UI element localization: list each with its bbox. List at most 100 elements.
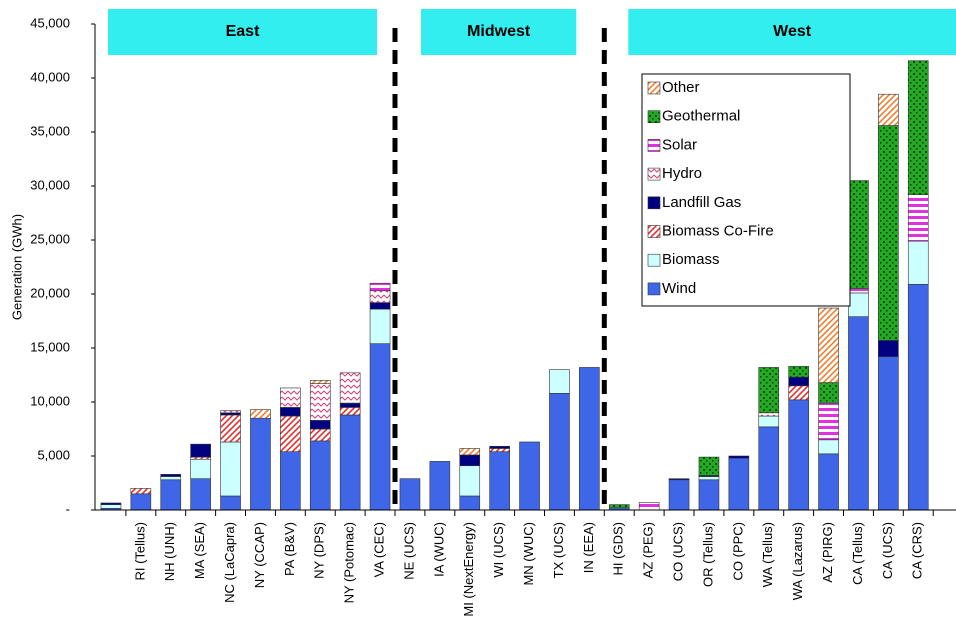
bar-segment <box>459 454 481 467</box>
bar-segment <box>728 455 750 459</box>
x-tick-label: CA (Tellus) <box>850 522 865 585</box>
x-tick-label: NY (CCAP) <box>252 522 267 588</box>
x-tick-label: CA (UCS) <box>880 522 895 579</box>
x-tick-label: CO (PPC) <box>730 522 745 581</box>
bar-segment <box>549 369 570 394</box>
region-label: East <box>226 23 260 40</box>
bar-segment <box>489 448 510 452</box>
bar-segment <box>190 478 211 511</box>
legend-swatch <box>647 81 661 95</box>
x-tick-label: NY (DPS) <box>312 522 327 579</box>
x-tick-label: IA (WUC) <box>431 522 446 577</box>
bar-segment <box>489 451 510 511</box>
bar-segment <box>608 504 630 509</box>
x-tick-label: CO (UCS) <box>670 522 685 581</box>
bar-segment <box>788 366 809 378</box>
bar-segment <box>878 125 899 341</box>
bar-segment <box>758 367 780 414</box>
bar-segment <box>339 407 361 416</box>
y-tick-label: 20,000 <box>30 285 70 300</box>
x-tick-label: IN (EEA) <box>581 522 596 573</box>
bar-segment <box>489 445 510 449</box>
bar-segment <box>907 283 929 511</box>
legend-swatch <box>647 253 661 267</box>
bar-segment <box>309 383 331 421</box>
x-tick-label: RI (Tellus) <box>132 522 147 581</box>
bar-segment <box>878 356 899 511</box>
x-tick-label: HI (GDS) <box>611 522 626 575</box>
bar-segment <box>339 414 361 511</box>
bar-segment <box>399 478 421 511</box>
bar-segment <box>339 372 361 404</box>
legend-label: Geothermal <box>662 108 740 125</box>
bar-segment <box>309 380 331 384</box>
bar-segment <box>220 495 241 511</box>
bar-segment <box>369 308 391 344</box>
bar-segment <box>549 393 570 511</box>
region-label: West <box>773 23 812 40</box>
x-tick-label: NE (UCS) <box>401 522 416 580</box>
bar-segment <box>758 426 780 511</box>
legend-swatch <box>647 196 661 210</box>
bar-segment <box>519 441 540 511</box>
bar-segment <box>848 180 869 289</box>
bar-segment <box>788 385 809 401</box>
bar-segment <box>369 343 391 511</box>
bar-segment <box>848 292 869 317</box>
bar-segment <box>100 502 122 505</box>
legend-swatch <box>647 167 661 181</box>
bar-segment <box>190 456 211 460</box>
legend-label: Solar <box>662 136 697 153</box>
bar-segment <box>190 458 211 479</box>
bar-segment <box>698 456 720 476</box>
bar-segment <box>280 415 301 452</box>
region-header <box>421 9 577 55</box>
bar-segment <box>130 488 152 495</box>
bar-segment <box>309 428 331 442</box>
legend-label: Other <box>662 79 700 96</box>
y-tick-label: 25,000 <box>30 231 70 246</box>
legend-swatch <box>647 110 661 123</box>
bar-segment <box>848 288 869 294</box>
region-header <box>108 9 377 55</box>
bar-segment <box>429 461 451 511</box>
bar-segment <box>220 441 241 497</box>
y-tick-label: 30,000 <box>30 177 70 192</box>
y-tick-label: 15,000 <box>30 339 70 354</box>
x-tick-label: MA (SEA) <box>192 522 207 579</box>
y-tick-label: 45,000 <box>30 15 70 30</box>
bar-segment <box>579 367 600 511</box>
bar-segment <box>907 194 929 242</box>
y-tick-label: 35,000 <box>30 123 70 138</box>
y-tick-label: 40,000 <box>30 69 70 84</box>
bar-segment <box>309 440 331 511</box>
bar-segment <box>309 420 331 430</box>
bar-segment <box>280 451 301 511</box>
bar-segment <box>788 376 809 387</box>
x-tick-label: MN (WUC) <box>521 522 536 586</box>
bar-segment <box>907 240 929 285</box>
x-tick-label: WA (Lazarus) <box>790 522 805 600</box>
x-tick-label: NC (LaCapra) <box>222 522 237 603</box>
bar-segment <box>668 479 690 511</box>
bar-segment <box>250 409 271 419</box>
legend-label: Biomass Co-Fire <box>662 222 774 239</box>
bar-segment <box>459 465 481 497</box>
x-tick-label: MI (NextEnergy) <box>461 522 476 617</box>
legend-label: Landfill Gas <box>662 194 741 211</box>
bar-segment <box>459 495 481 511</box>
legend-swatch <box>647 282 661 296</box>
bar-segment <box>369 282 391 292</box>
bar-segment <box>100 504 122 509</box>
legend-swatch <box>647 139 661 152</box>
bar-segment <box>339 402 361 408</box>
x-tick-label: OR (Tellus) <box>700 522 715 587</box>
x-tick-label: PA (B&V) <box>282 522 297 576</box>
bar-segment <box>758 415 780 428</box>
legend-label: Hydro <box>662 165 702 182</box>
bar-segment <box>130 493 152 511</box>
y-tick-label: 5,000 <box>37 447 70 462</box>
bar-segment <box>878 93 899 126</box>
x-tick-label: VA (CEC) <box>371 522 386 577</box>
bar-segment <box>698 479 720 511</box>
